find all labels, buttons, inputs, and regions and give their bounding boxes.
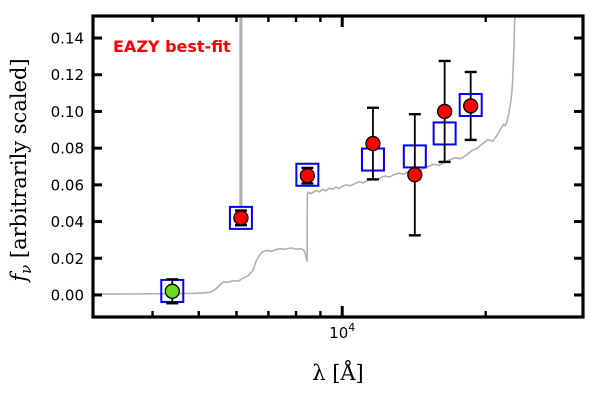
y-tick-label: 0.12	[51, 66, 84, 84]
y-axis-subscript: ν	[17, 265, 35, 274]
model-photometry-square	[228, 205, 253, 230]
y-tick-label: 0.08	[51, 140, 84, 158]
y-axis-ticks	[93, 36, 583, 297]
y-tick-label: 0.02	[51, 250, 84, 268]
y-tick-label: 0.14	[51, 30, 84, 48]
y-axis-rest: [arbitrarily scaled]	[7, 58, 31, 264]
y-tick-label: 0.10	[51, 103, 84, 121]
photometry-point-detection	[299, 168, 316, 184]
x-tick-label-10e4: 104	[329, 321, 355, 342]
x-tick-exponent: 4	[348, 321, 355, 334]
x-tick-base: 10	[329, 324, 348, 342]
x-axis-ticks	[151, 16, 487, 317]
photometry-point-detection	[407, 167, 423, 183]
photometry-markers	[164, 98, 479, 299]
y-tick-label: 0.06	[51, 176, 84, 194]
y-axis-tick-labels: 0.00 0.02 0.04 0.06 0.08 0.10 0.12 0.14	[51, 30, 84, 305]
eazy-best-fit-label: EAZY best-fit	[113, 37, 231, 56]
spectrum-line	[93, 16, 516, 295]
plot-border	[91, 14, 585, 319]
photometry-point-detection	[233, 210, 249, 226]
photometry-point-detection	[365, 135, 381, 152]
model-photometry-square	[295, 162, 320, 187]
y-axis-symbol: f	[7, 271, 31, 284]
axis-frame	[91, 14, 585, 319]
y-axis-title: fν [arbitrarily scaled]	[7, 58, 35, 283]
x-axis-title: λ [Å]	[312, 360, 364, 385]
data-layer	[93, 16, 516, 305]
y-tick-label: 0.00	[51, 286, 84, 304]
photometry-point-detection	[463, 98, 479, 114]
y-tick-label: 0.04	[51, 213, 84, 231]
photometry-point-nondetection	[164, 283, 180, 299]
photometry-point-detection	[436, 103, 453, 120]
